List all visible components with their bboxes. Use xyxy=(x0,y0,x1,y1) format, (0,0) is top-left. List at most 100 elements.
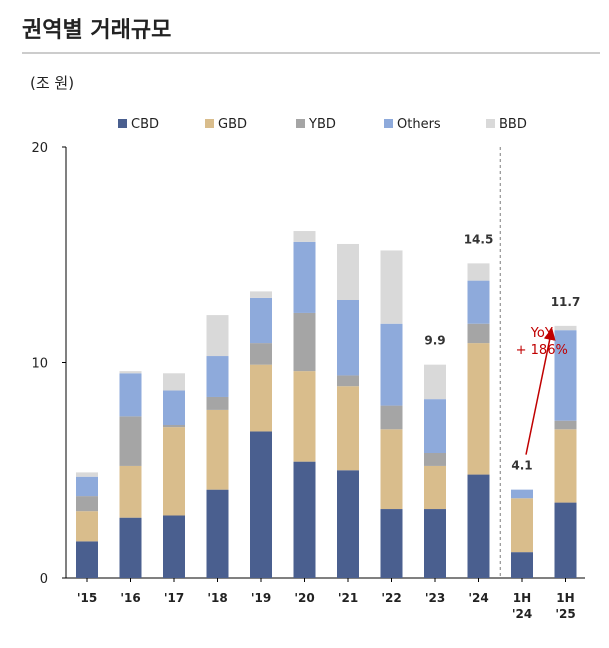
bar-segment-ybd xyxy=(467,323,490,344)
bar-segment-bbd xyxy=(467,263,490,281)
x-tick-label: '25 xyxy=(555,607,575,621)
bar-segment-bbd xyxy=(424,364,446,400)
bar-segment-cbd xyxy=(337,470,359,578)
x-tick-label: '24 xyxy=(468,591,488,605)
bar-segment-gbd xyxy=(250,364,272,432)
bar-segment-gbd xyxy=(293,371,316,462)
y-tick-label: 10 xyxy=(31,357,48,372)
bar-segment-ybd xyxy=(293,312,316,372)
bar-segment-others xyxy=(424,399,446,454)
bar-segment-cbd xyxy=(467,474,490,578)
legend-label-others: Others xyxy=(397,117,441,132)
bar-segment-ybd xyxy=(424,453,446,466)
x-tick-label: '17 xyxy=(164,591,184,605)
bar-segment-bbd xyxy=(76,472,98,477)
bars xyxy=(76,231,577,578)
bar-segment-others xyxy=(76,476,98,497)
bar-segment-cbd xyxy=(76,541,98,578)
y-tick-label: 0 xyxy=(40,572,48,587)
bar-segment-bbd xyxy=(163,373,185,391)
bar-segment-ybd xyxy=(163,424,185,428)
x-tick-label: '15 xyxy=(77,591,97,605)
chart-title: 권역별 거래규모 xyxy=(22,18,171,43)
bar-segment-ybd xyxy=(119,416,142,466)
bar-segment-ybd xyxy=(76,496,98,512)
bar-segment-bbd xyxy=(293,231,316,242)
legend-swatch-bbd xyxy=(486,119,495,128)
bar-segment-gbd xyxy=(467,343,490,475)
legend-swatch-gbd xyxy=(205,119,214,128)
bar-segment-others xyxy=(554,330,577,421)
unit-label: (조 원) xyxy=(30,74,74,92)
bar-segment-cbd xyxy=(206,489,229,578)
bar-segment-others xyxy=(293,241,316,313)
legend-label-ybd: YBD xyxy=(308,117,336,132)
legend-swatch-ybd xyxy=(296,119,305,128)
x-tick-label: '18 xyxy=(207,591,227,605)
legend-label-gbd: GBD xyxy=(218,117,247,132)
x-tick-label: '19 xyxy=(251,591,271,605)
legend-swatch-others xyxy=(384,119,393,128)
bar-segment-cbd xyxy=(250,431,272,578)
bar-segment-cbd xyxy=(424,509,446,578)
bar-segment-gbd xyxy=(337,386,359,471)
bar-segment-gbd xyxy=(380,429,403,510)
x-tick-label: '23 xyxy=(425,591,445,605)
legend-label-bbd: BBD xyxy=(499,117,527,132)
bar-segment-gbd xyxy=(76,511,98,542)
bar-segment-others xyxy=(250,297,272,344)
yoy-arrow xyxy=(525,327,556,455)
bar-segment-gbd xyxy=(163,427,185,516)
bar-segment-ybd xyxy=(554,420,577,430)
data-labels: 9.9 14.5 4.1 11.7 xyxy=(424,232,580,472)
yoy-annotation: YoY + 186% xyxy=(516,326,568,455)
data-label: 9.9 xyxy=(424,334,445,348)
y-axis: 0 10 20 xyxy=(31,141,67,587)
x-tick-label: '24 xyxy=(512,607,532,621)
bar-segment-cbd xyxy=(163,515,185,578)
bar-segment-others xyxy=(206,356,229,397)
bar-segment-cbd xyxy=(293,461,316,578)
x-tick-label: '16 xyxy=(120,591,140,605)
bar-segment-cbd xyxy=(380,509,403,578)
data-label: 14.5 xyxy=(464,232,494,246)
x-tick-label: '22 xyxy=(381,591,401,605)
x-tick-label: '21 xyxy=(338,591,358,605)
yoy-label: YoY xyxy=(530,326,553,341)
bar-segment-gbd xyxy=(511,498,533,553)
x-tick-label: '20 xyxy=(294,591,314,605)
bar-segment-others xyxy=(380,323,403,406)
x-axis: '15 '16 '17 '18 '19 '20 '21 '22 '23 '24 1H '24 1H '25 xyxy=(66,147,585,621)
bar-segment-bbd xyxy=(380,250,403,324)
bar-segment-bbd xyxy=(250,291,272,298)
bar-segment-gbd xyxy=(554,429,577,503)
bar-segment-gbd xyxy=(119,465,142,518)
bar-segment-others xyxy=(119,373,142,417)
bar-segment-ybd xyxy=(337,375,359,387)
x-tick-label: 1H xyxy=(556,591,574,605)
bar-segment-cbd xyxy=(554,502,577,578)
bar-segment-bbd xyxy=(206,315,229,357)
bar-segment-ybd xyxy=(206,396,229,410)
bar-segment-bbd xyxy=(554,325,577,331)
legend: CBD GBD YBD Others BBD xyxy=(118,117,527,132)
yoy-label: + 186% xyxy=(516,343,568,358)
bar-segment-bbd xyxy=(119,371,142,374)
bar-segment-gbd xyxy=(424,465,446,510)
bar-segment-others xyxy=(163,390,185,425)
data-label: 11.7 xyxy=(551,295,581,309)
bar-segment-ybd xyxy=(250,343,272,365)
bar-segment-cbd xyxy=(119,517,142,578)
bar-segment-cbd xyxy=(511,552,533,578)
legend-swatch-cbd xyxy=(118,119,127,128)
bar-segment-others xyxy=(511,489,533,499)
bar-segment-gbd xyxy=(206,409,229,490)
y-tick-label: 20 xyxy=(31,141,48,156)
bar-segment-others xyxy=(337,300,359,376)
legend-label-cbd: CBD xyxy=(131,117,159,132)
data-label: 4.1 xyxy=(511,459,532,473)
x-tick-label: 1H xyxy=(513,591,531,605)
bar-segment-ybd xyxy=(380,405,403,430)
bar-segment-others xyxy=(467,280,490,324)
